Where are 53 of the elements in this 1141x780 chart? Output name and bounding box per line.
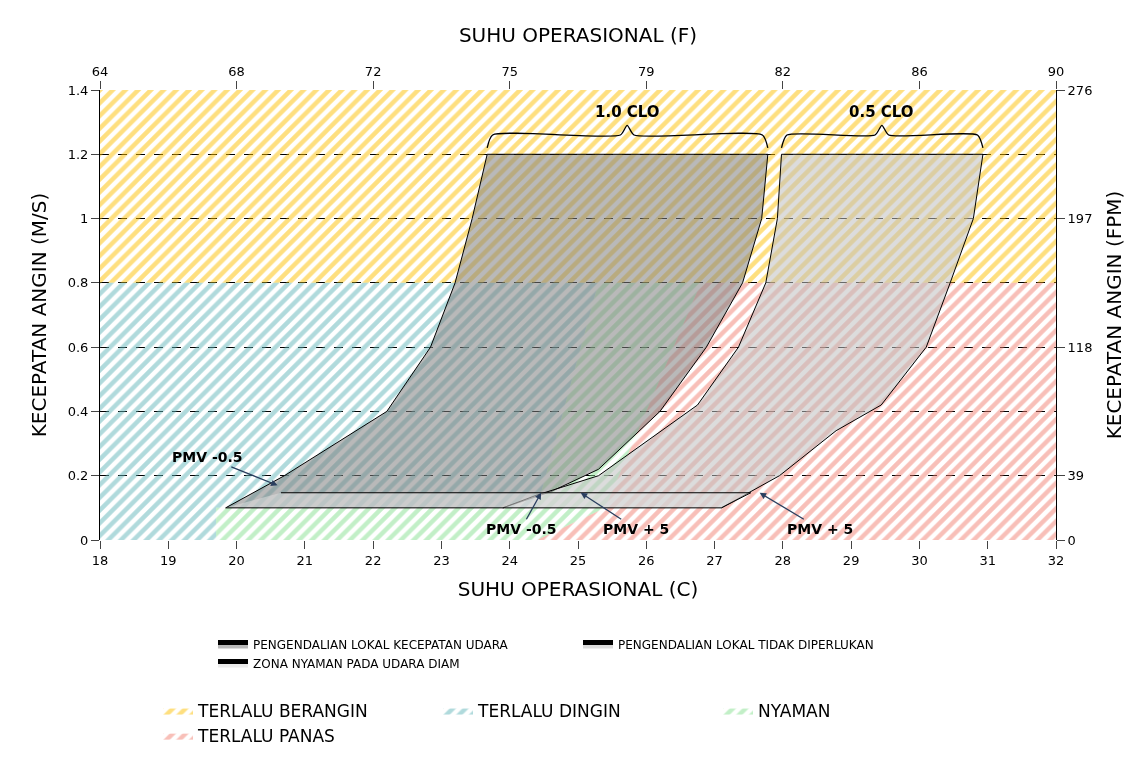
x-tick-label: 27: [706, 552, 723, 568]
x2-tick-label: 64: [91, 63, 109, 79]
legend-label: ZONA NYAMAN PADA UDARA DIAM: [253, 657, 460, 672]
y-tick-label: 1.4: [67, 82, 89, 98]
x-tick-label: 31: [979, 552, 996, 568]
x2-tick-label: 75: [501, 63, 518, 79]
x-tick-label: 26: [638, 552, 655, 568]
annotation: PMV + 5: [787, 521, 854, 537]
x2-tick-label: 68: [228, 63, 245, 79]
x-tick-label: 32: [1047, 552, 1065, 568]
x2-tick-label: 72: [364, 63, 382, 79]
x-tick-label: 29: [842, 552, 860, 568]
x2-axis-title: SUHU OPERASIONAL (F): [458, 23, 698, 48]
y-axis-title: KECEPATAN ANGIN (M/S): [27, 192, 52, 438]
x-tick-label: 18: [91, 552, 109, 568]
x-tick-label: 28: [774, 552, 792, 568]
annotation: PMV + 5: [603, 521, 670, 537]
annotation: 1.0 CLO: [595, 103, 660, 121]
legend-label: PENGENDALIAN LOKAL TIDAK DIPERLUKAN: [618, 638, 874, 653]
y2-tick-label: 0: [1067, 532, 1076, 548]
y-tick-label: 1.2: [67, 146, 89, 162]
x-tick-label: 22: [364, 552, 382, 568]
y2-tick-label: 39: [1067, 468, 1085, 484]
x-tick-label: 30: [911, 552, 928, 568]
x-tick-label: 19: [160, 552, 177, 568]
x2-tick-label: 86: [911, 63, 928, 79]
y-tick-label: 0: [80, 532, 89, 548]
x-tick-label: 20: [228, 552, 245, 568]
y2-tick-label: 118: [1067, 339, 1093, 355]
legend-label: TERLALU DINGIN: [477, 701, 621, 722]
x-tick-label: 23: [433, 552, 450, 568]
y2-tick-label: 197: [1067, 211, 1093, 227]
x2-tick-label: 79: [638, 63, 655, 79]
annotation: 0.5 CLO: [849, 103, 914, 121]
annotation: PMV -0.5: [486, 521, 557, 537]
x-axis-title: SUHU OPERASIONAL (C): [457, 577, 699, 602]
legend-label: PENGENDALIAN LOKAL KECEPATAN UDARA: [253, 638, 509, 653]
x2-tick-label: 82: [774, 63, 792, 79]
y-tick-label: 0.8: [67, 275, 89, 291]
y-tick-label: 1: [80, 211, 89, 227]
y2-tick-label: 276: [1067, 82, 1093, 98]
y-tick-label: 0.2: [67, 468, 89, 484]
x2-tick-label: 90: [1047, 63, 1065, 79]
x-tick-label: 21: [296, 552, 314, 568]
y2-axis-title: KECEPATAN ANGIN (FPM): [1101, 190, 1126, 440]
legend-label: TERLALU PANAS: [197, 726, 335, 747]
legend-label: NYAMAN: [758, 701, 831, 722]
legend-label: TERLALU BERANGIN: [197, 701, 368, 722]
y-tick-label: 0.6: [67, 339, 89, 355]
y-tick-label: 0.4: [67, 403, 89, 419]
x-tick-label: 25: [569, 552, 587, 568]
annotation: PMV -0.5: [172, 449, 243, 465]
x-tick-label: 24: [501, 552, 518, 568]
